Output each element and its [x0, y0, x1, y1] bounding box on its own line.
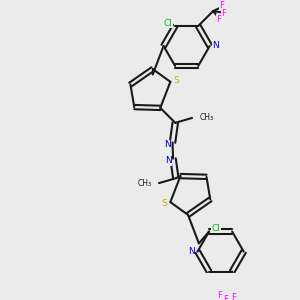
Text: N: N [188, 247, 195, 256]
Text: Cl: Cl [164, 19, 173, 28]
Text: F: F [223, 295, 228, 300]
Text: S: S [173, 76, 179, 85]
Text: F: F [219, 1, 224, 10]
Text: N: N [164, 140, 171, 149]
Text: CH₃: CH₃ [137, 178, 152, 188]
Text: F: F [221, 9, 226, 18]
Text: CH₃: CH₃ [200, 113, 214, 122]
Text: F: F [231, 293, 236, 300]
Text: N: N [212, 41, 219, 50]
Text: F: F [216, 15, 221, 24]
Text: F: F [217, 291, 222, 300]
Text: Cl: Cl [212, 224, 220, 233]
Text: N: N [165, 156, 172, 165]
Text: S: S [161, 199, 167, 208]
